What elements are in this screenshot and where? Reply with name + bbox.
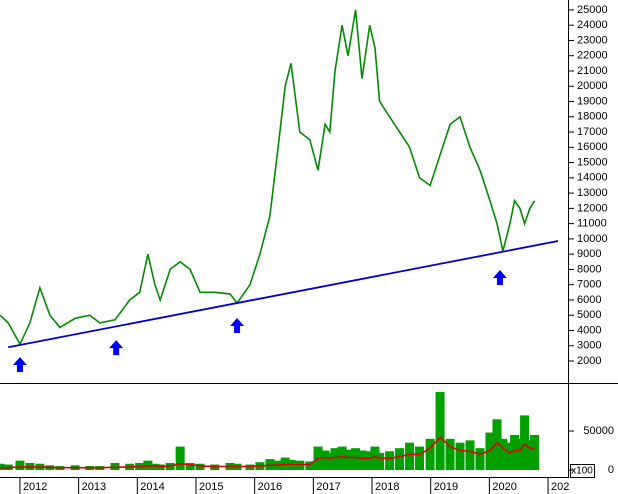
volume-ma — [0, 436, 535, 469]
y-tick-label: 2000 — [577, 355, 601, 367]
x-tick-label: 2016 — [258, 481, 282, 493]
x-tick-label: 2017 — [316, 481, 340, 493]
y-tick-label: 14000 — [577, 172, 608, 184]
x-tick-label: 202 — [551, 481, 569, 493]
volume-bar — [325, 452, 335, 470]
volume-bar — [395, 448, 405, 470]
volume-bar — [510, 434, 520, 470]
unit-box — [570, 464, 595, 478]
volume-bar — [351, 448, 361, 470]
volume-bar — [343, 449, 353, 470]
volume-bar — [475, 448, 485, 470]
x-tick-label: 2013 — [82, 481, 106, 493]
volume-bar — [375, 452, 385, 470]
y-tick-label: 20000 — [577, 80, 608, 92]
y-tick-label: 23000 — [577, 34, 608, 46]
volume-bar — [357, 450, 367, 470]
y-tick-label: 3000 — [577, 340, 601, 352]
y-tick-label: 0 — [608, 464, 614, 476]
arrow — [230, 317, 245, 333]
y-tick-label: 5000 — [577, 309, 601, 321]
volume-bar — [15, 460, 25, 470]
y-tick-label: 9000 — [577, 248, 601, 260]
y-tick-label: 15000 — [577, 156, 608, 168]
y-tick-label: 8000 — [577, 263, 601, 275]
x-tick-label: 2014 — [140, 481, 164, 493]
y-tick-label: 24000 — [577, 19, 608, 31]
volume-bar — [405, 442, 415, 470]
volume-bar — [425, 438, 435, 470]
volume-bar — [505, 442, 515, 470]
volume-bar — [515, 438, 525, 470]
x-tick-label: 2019 — [434, 481, 458, 493]
y-tick-label: 25000 — [577, 4, 608, 16]
volume-bar — [525, 440, 535, 470]
y-tick-label: 13000 — [577, 187, 608, 199]
volume-bar — [185, 462, 195, 470]
y-tick-label: 17000 — [577, 126, 608, 138]
volume-bar — [445, 438, 455, 470]
y-tick-label: 19000 — [577, 95, 608, 107]
y-tick-label: 10000 — [577, 233, 608, 245]
volume-bar — [435, 392, 445, 470]
price-line — [0, 9, 536, 346]
unit-label: x100 — [571, 466, 593, 477]
arrow — [12, 357, 27, 373]
volume-bar — [498, 438, 508, 470]
arrow — [109, 340, 124, 356]
y-tick-label: 50000 — [583, 425, 614, 437]
volume-bar — [175, 446, 185, 470]
volume-bar — [492, 419, 502, 470]
volume-bar — [385, 451, 395, 470]
y-tick-label: 11000 — [577, 218, 607, 230]
volume-bar — [365, 451, 375, 470]
y-tick-label: 7000 — [577, 279, 601, 291]
volume-bar — [0, 463, 5, 470]
volume-bar — [415, 446, 425, 470]
volume-bar — [370, 446, 380, 470]
volume-bar — [520, 415, 530, 470]
y-tick-label: 18000 — [577, 111, 608, 123]
y-tick-label: 4000 — [577, 324, 601, 336]
trendline — [8, 240, 559, 349]
volume-bar — [455, 442, 465, 470]
y-tick-label: 6000 — [577, 294, 601, 306]
volume-bar — [337, 446, 347, 470]
y-tick-label: 16000 — [577, 141, 608, 153]
volume-bar — [305, 461, 315, 470]
x-tick-label: 2020 — [492, 481, 516, 493]
y-tick-label: 21000 — [577, 65, 608, 77]
x-tick-label: 2015 — [199, 481, 223, 493]
volume-bar — [320, 450, 330, 470]
x-tick-label: 2018 — [375, 481, 399, 493]
volume-bar — [330, 448, 340, 470]
x-tick-label: 2012 — [23, 481, 47, 493]
y-tick-label: 12000 — [577, 202, 608, 214]
volume-bar — [530, 434, 540, 470]
arrow — [492, 270, 507, 286]
y-tick-label: 22000 — [577, 50, 608, 62]
volume-bar — [465, 440, 475, 470]
volume-bar — [295, 460, 305, 470]
volume-bar — [110, 462, 120, 470]
